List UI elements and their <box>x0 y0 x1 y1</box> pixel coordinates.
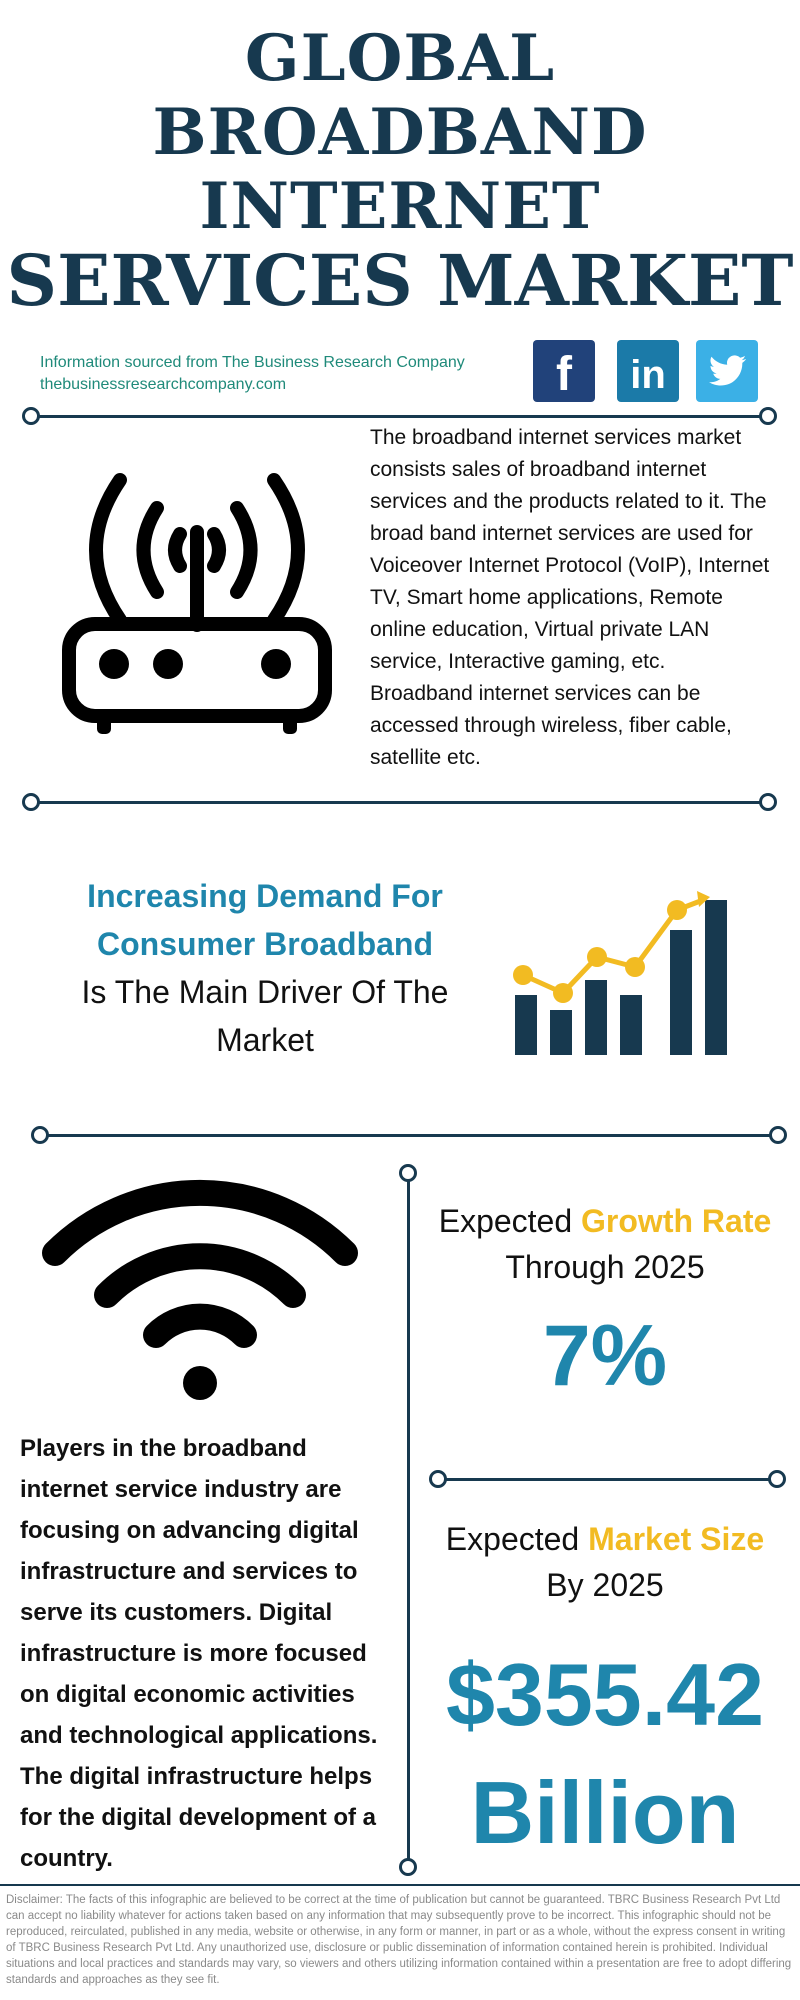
market-size-highlight: Market Size <box>588 1521 765 1557</box>
divider-node <box>759 407 777 425</box>
wifi-icon <box>40 1165 360 1400</box>
source-text: Information sourced from The Business Re… <box>40 354 465 371</box>
twitter-icon[interactable] <box>696 340 758 402</box>
driver-highlight: Increasing Demand For Consumer Broadband <box>87 878 443 962</box>
growth-highlight: Growth Rate <box>581 1203 772 1239</box>
market-size-label: Expected Market Size By 2025 <box>420 1516 790 1608</box>
growth-prefix: Expected <box>438 1203 573 1239</box>
growth-chart-icon <box>495 885 735 1060</box>
market-size-prefix: Expected <box>445 1521 580 1557</box>
market-driver: Increasing Demand For Consumer Broadband… <box>55 872 475 1064</box>
market-size-unit: Billion <box>470 1763 740 1862</box>
title-line-4: SERVICES MARKET <box>6 239 794 322</box>
divider-top <box>32 415 768 418</box>
divider-node <box>399 1164 417 1182</box>
router-icon <box>62 470 332 740</box>
players-text: Players in the broadband internet servic… <box>20 1435 378 1872</box>
divider-lower <box>40 1134 777 1137</box>
divider-middle <box>32 801 768 804</box>
growth-rate-label: Expected Growth Rate Through 2025 <box>420 1198 790 1290</box>
divider-node <box>31 1126 49 1144</box>
title-line-3: INTERNET <box>199 169 601 244</box>
market-size-suffix: By 2025 <box>546 1567 664 1603</box>
growth-rate-value: 7% <box>542 1308 668 1404</box>
divider-node <box>429 1470 447 1488</box>
divider-stats <box>438 1478 778 1481</box>
growth-suffix: Through 2025 <box>505 1249 705 1285</box>
infographic-title: GLOBAL BROADBAND INTERNET SERVICES MARKE… <box>0 22 800 318</box>
title-line-2: BROADBAND <box>152 95 648 170</box>
source-info: Information sourced from The Business Re… <box>40 352 465 396</box>
disclaimer-divider <box>0 1884 800 1886</box>
market-description: The broadband internet services market c… <box>370 426 770 769</box>
driver-text: Is The Main Driver Of The Market <box>81 974 449 1058</box>
market-size-amount: $355.42 <box>445 1645 765 1744</box>
facebook-icon[interactable]: f <box>533 340 595 402</box>
divider-node <box>768 1470 786 1488</box>
linkedin-icon[interactable]: in <box>617 340 679 402</box>
source-url[interactable]: thebusinessresearchcompany.com <box>40 376 287 393</box>
divider-node <box>769 1126 787 1144</box>
divider-node <box>399 1858 417 1876</box>
market-size-value: $355.42 Billion <box>420 1636 790 1872</box>
svg-text:f: f <box>556 348 573 401</box>
divider-node <box>22 793 40 811</box>
disclaimer-text: Disclaimer: The facts of this infographi… <box>6 1894 792 1986</box>
divider-node <box>759 793 777 811</box>
vertical-divider <box>407 1172 410 1866</box>
svg-text:in: in <box>630 353 666 397</box>
title-line-1: GLOBAL <box>244 21 556 96</box>
divider-node <box>22 407 40 425</box>
